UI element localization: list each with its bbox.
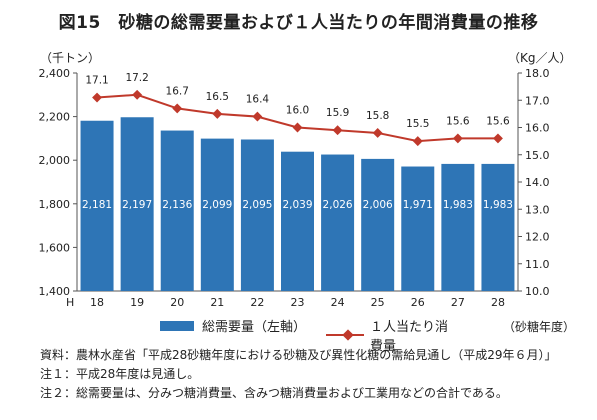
left-axis-unit: （千トン） <box>40 51 101 65</box>
bar <box>321 154 355 291</box>
right-tick-label: 14.0 <box>525 176 550 189</box>
line-value-label: 16.0 <box>286 105 309 117</box>
x-tick-label: 21 <box>210 296 224 309</box>
bar-value-label: 2,099 <box>202 199 232 211</box>
line-point <box>332 125 343 136</box>
x-tick-label: 25 <box>371 296 385 309</box>
bar-value-label: 2,006 <box>363 199 393 211</box>
line-point <box>493 133 503 144</box>
bar <box>481 163 515 291</box>
line-value-label: 17.1 <box>85 75 108 87</box>
chart-title: 図15 砂糖の総需要量および１人当たりの年間消費量の推移 <box>58 13 539 33</box>
x-tick-label: 28 <box>491 296 505 309</box>
notes: 資料：農林水産省「平成28砂糖年度における砂糖及び異性化糖の需給見通し（平成29… <box>40 346 557 403</box>
x-tick-label: 19 <box>130 296 144 309</box>
line-value-label: 15.5 <box>406 118 429 130</box>
note-2: 注２：総需要量は、分みつ糖消費量、含みつ糖消費量および工業用などの合計である。 <box>40 386 508 400</box>
legend-bar-swatch <box>160 320 194 331</box>
left-tick-label: 2,400 <box>39 67 71 80</box>
bar <box>401 166 435 291</box>
legend-bar-label: 総需要量（左軸） <box>202 320 307 335</box>
bar <box>240 139 274 291</box>
bar-value-label: 1,983 <box>443 199 473 211</box>
bar <box>200 138 234 291</box>
bar <box>80 120 114 291</box>
right-tick-label: 10.0 <box>525 285 550 298</box>
bar-value-label: 1,971 <box>403 199 433 211</box>
bar-value-label: 2,136 <box>162 199 192 211</box>
left-tick-label: 2,200 <box>39 111 71 124</box>
line-point <box>372 128 383 138</box>
legend-line-swatch <box>326 328 365 342</box>
bar-value-label: 2,026 <box>323 199 353 211</box>
left-tick-label: 1,400 <box>39 285 71 298</box>
x-era-label: H <box>66 296 74 309</box>
line-point <box>172 103 183 114</box>
line-value-label: 16.5 <box>206 91 229 103</box>
bar <box>281 151 314 291</box>
line-point <box>252 111 263 122</box>
x-tick-label: 23 <box>291 296 305 309</box>
x-tick-label: 18 <box>90 296 104 309</box>
line-value-label: 15.6 <box>486 115 510 127</box>
left-tick-label: 1,600 <box>39 241 71 254</box>
right-tick-label: 16.0 <box>525 122 550 135</box>
right-tick-label: 15.0 <box>525 149 550 162</box>
bar-value-label: 2,095 <box>242 199 272 211</box>
line-point <box>132 89 143 100</box>
right-tick-label: 18.0 <box>525 67 550 80</box>
bar-value-label: 2,181 <box>82 199 112 211</box>
line-point <box>452 133 463 144</box>
line-value-label: 16.7 <box>166 85 189 97</box>
legend-line-label: １人当たり消費量 <box>370 320 449 354</box>
chart-plot: 1,400 1,600 1,800 2,000 2,200 2,400 10.0 11.0 12… <box>39 67 550 309</box>
x-axis-unit: （砂糖年度） <box>503 320 576 334</box>
right-tick-label: 11.0 <box>525 258 550 271</box>
bar-value-label: 1,983 <box>483 199 513 211</box>
legend: 総需要量（左軸） １人当たり消費量 <box>160 316 460 354</box>
bar <box>120 117 154 291</box>
legend-item-bar: 総需要量（左軸） <box>160 316 306 335</box>
line-point <box>92 92 102 103</box>
x-tick-label: 22 <box>250 296 264 309</box>
line-point <box>212 108 223 119</box>
bar-value-label: 2,039 <box>282 199 312 211</box>
x-tick-label: 20 <box>170 296 184 309</box>
line-point <box>292 122 303 133</box>
consumption-line <box>96 93 498 143</box>
left-tick-label: 2,000 <box>39 154 71 167</box>
bar-value-label: 2,197 <box>122 199 152 211</box>
x-tick-label: 27 <box>451 296 465 309</box>
legend-item-line: １人当たり消費量 <box>326 316 460 354</box>
line-point <box>412 136 423 147</box>
line-value-label: 17.2 <box>125 72 148 84</box>
left-tick-label: 1,800 <box>39 198 71 211</box>
right-axis-unit: （Kg／人） <box>508 51 572 65</box>
line-value-label: 16.4 <box>246 94 270 106</box>
right-tick-label: 13.0 <box>525 203 550 216</box>
note-source: 資料：農林水産省「平成28砂糖年度における砂糖及び異性化糖の需給見通し（平成29… <box>40 348 557 362</box>
note-1: 注１：平成28年度は見通し。 <box>40 367 200 381</box>
right-tick-label: 17.0 <box>525 94 550 107</box>
line-value-label: 15.8 <box>366 110 389 122</box>
line-value-label: 15.9 <box>326 107 349 119</box>
bar <box>160 130 194 291</box>
right-tick-label: 12.0 <box>525 231 550 244</box>
x-tick-label: 26 <box>411 296 425 309</box>
x-tick-label: 24 <box>331 296 345 309</box>
bar <box>441 163 475 291</box>
bar <box>361 158 395 291</box>
line-value-label: 15.6 <box>446 115 470 127</box>
